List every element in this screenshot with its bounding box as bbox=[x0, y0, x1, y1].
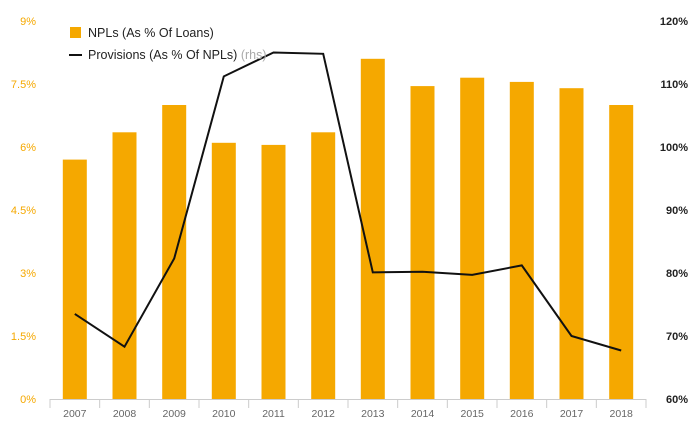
x-tick-label: 2014 bbox=[411, 408, 435, 420]
legend-label-provisions: Provisions (As % Of NPLs) (rhs) bbox=[88, 48, 267, 62]
x-tick-label: 2008 bbox=[113, 408, 137, 420]
x-tick-label: 2016 bbox=[510, 408, 534, 420]
y-left-tick-label: 9% bbox=[20, 16, 36, 28]
x-tick-label: 2012 bbox=[312, 408, 336, 420]
y-left-tick-label: 6% bbox=[20, 142, 36, 154]
legend: NPLs (As % Of Loans) Provisions (As % Of… bbox=[69, 26, 267, 62]
bar-2007 bbox=[62, 159, 87, 399]
bar-2016 bbox=[509, 81, 534, 400]
legend-label-npls: NPLs (As % Of Loans) bbox=[88, 26, 214, 40]
y-right-tick-label: 70% bbox=[666, 331, 688, 343]
bar-2013 bbox=[360, 58, 385, 400]
x-tick-label: 2013 bbox=[361, 408, 385, 420]
bar-2017 bbox=[559, 88, 584, 399]
y-axis-left: 0% 1.5% 3% 4.5% 6% 7.5% 9% bbox=[11, 16, 36, 406]
y-right-tick-label: 120% bbox=[660, 16, 688, 28]
bar-2008 bbox=[112, 132, 137, 400]
bar-2012 bbox=[311, 132, 336, 400]
bar-2015 bbox=[460, 77, 485, 399]
x-tick-label: 2015 bbox=[461, 408, 485, 420]
y-right-tick-label: 80% bbox=[666, 268, 688, 280]
bars bbox=[62, 58, 634, 400]
x-tick-label: 2011 bbox=[262, 408, 285, 420]
bar-2010 bbox=[211, 142, 236, 400]
y-left-tick-label: 0% bbox=[20, 394, 36, 406]
bar-2009 bbox=[162, 105, 187, 399]
y-right-tick-label: 110% bbox=[660, 79, 688, 91]
x-tick-label: 2017 bbox=[560, 408, 584, 420]
y-axis-right: 60% 70% 80% 90% 100% 110% 120% bbox=[660, 16, 688, 406]
bar-2018 bbox=[609, 105, 634, 399]
y-left-tick-label: 1.5% bbox=[11, 331, 36, 343]
legend-label-provisions-text: Provisions (As % Of NPLs) bbox=[88, 48, 237, 62]
bar-2011 bbox=[261, 144, 286, 399]
x-tick-label: 2018 bbox=[610, 408, 634, 420]
x-tick-label: 2010 bbox=[212, 408, 236, 420]
y-left-tick-label: 3% bbox=[20, 268, 36, 280]
provisions-line bbox=[74, 51, 622, 352]
legend-label-rhs-note: (rhs) bbox=[241, 48, 267, 62]
line-series bbox=[74, 51, 622, 352]
y-right-tick-label: 100% bbox=[660, 142, 688, 154]
y-left-tick-label: 7.5% bbox=[11, 79, 36, 91]
x-tick-label: 2007 bbox=[63, 408, 87, 420]
bar-2014 bbox=[410, 86, 435, 399]
x-axis: 2007 2008 2009 2010 2011 2012 2013 2014 2015 2016… bbox=[49, 399, 647, 420]
x-tick-label: 2009 bbox=[163, 408, 187, 420]
y-right-tick-label: 60% bbox=[666, 394, 688, 406]
y-left-tick-label: 4.5% bbox=[11, 205, 36, 217]
legend-swatch-npls bbox=[70, 27, 81, 38]
y-right-tick-label: 90% bbox=[666, 205, 688, 217]
